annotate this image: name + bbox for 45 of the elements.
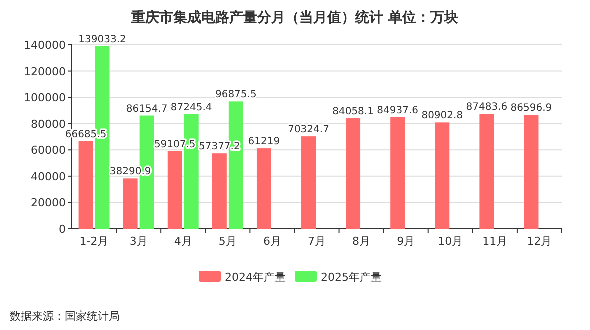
y-tick-label: 40000 (31, 170, 66, 184)
data-label: 87245.4 (170, 102, 212, 114)
y-tick-label: 100000 (24, 92, 66, 105)
y-tick-label: 60000 (31, 144, 66, 158)
x-tick-label: 4月 (174, 235, 192, 248)
y-tick-label: 140000 (24, 39, 66, 52)
bar (168, 151, 182, 229)
bar (435, 122, 450, 229)
x-tick-label: 10月 (438, 235, 464, 248)
bar (256, 148, 272, 229)
bar (123, 178, 138, 229)
x-tick-label: 7月 (308, 235, 326, 248)
bar (78, 141, 94, 229)
data-label: 96875.5 (215, 90, 257, 101)
bar (524, 115, 539, 229)
y-tick-label: 120000 (24, 65, 66, 78)
source-note: 数据来源：国家统计局 (10, 310, 120, 323)
bar (302, 136, 316, 229)
data-label: 86596.9 (510, 103, 552, 114)
x-tick-label: 3月 (130, 235, 148, 248)
x-tick-label: 1-2月 (80, 235, 109, 248)
y-tick-label: 0 (59, 223, 66, 236)
bar (346, 118, 361, 229)
data-label: 86154.7 (126, 104, 168, 115)
data-label: 87483.6 (466, 102, 508, 114)
data-label: 61219 (248, 136, 280, 148)
data-label: 80902.8 (422, 110, 464, 122)
bar (390, 117, 406, 229)
x-tick-label: 11月 (482, 235, 508, 248)
x-tick-label: 6月 (263, 235, 282, 248)
bar (480, 114, 494, 229)
data-label: 139033.2 (78, 34, 126, 46)
y-tick-label: 80000 (31, 118, 66, 131)
data-label: 84937.6 (377, 105, 419, 116)
x-tick-label: 12月 (527, 235, 552, 248)
data-label: 70324.7 (288, 124, 330, 136)
x-tick-label: 9月 (397, 235, 416, 248)
legend-label: 2024年产量 (225, 271, 286, 284)
x-tick-label: 8月 (352, 235, 371, 248)
legend-label: 2025年产量 (321, 271, 382, 284)
bar (212, 154, 227, 229)
x-tick-label: 5月 (218, 235, 237, 248)
data-label: 84058.1 (332, 106, 374, 118)
chart-title: 重庆市集成电路产量分月（当月值）统计 单位：万块 (130, 9, 458, 26)
y-tick-label: 20000 (31, 196, 66, 210)
